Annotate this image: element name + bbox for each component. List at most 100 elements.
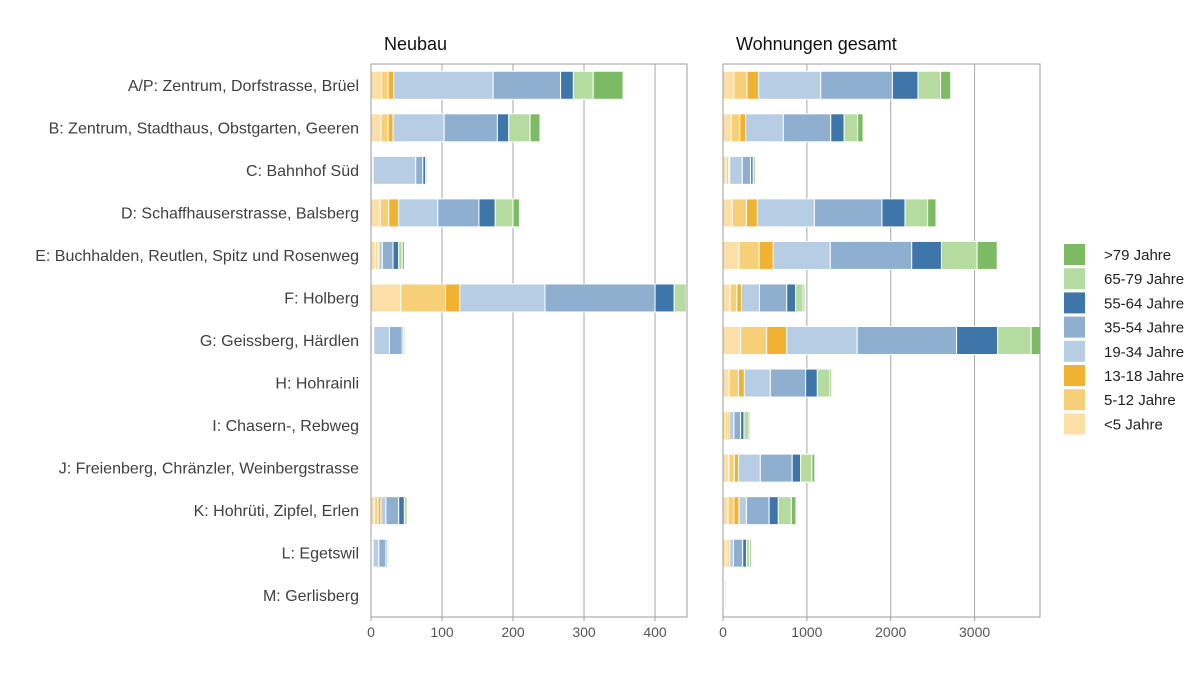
bar-segment-35-54-jahre [378, 538, 387, 568]
bar-segment-65-79-jahre [425, 155, 428, 185]
bar-segment-35-54-jahre [759, 453, 793, 483]
bar-segment-19-34-jahre [740, 283, 760, 313]
bar-segment-19-34-jahre [393, 70, 494, 100]
legend: >79 Jahre 65-79 Jahre 55-64 Jahre 35-54 Jah… [1064, 244, 1184, 435]
bar-segment-65-79-jahre [398, 240, 403, 270]
bar-segment-55-64-jahre [791, 453, 802, 483]
row-label: M: Gerlisberg [263, 588, 359, 605]
bar-segment-65-79-jahre [673, 283, 687, 313]
bar-segment-65-79-jahre [843, 113, 859, 143]
bar-segment-19-34-jahre [756, 198, 815, 228]
bar-segment-65-79-jahre [494, 198, 514, 228]
bar-segment-65-79-jahre [816, 368, 831, 398]
bar-segment-35-54-jahre [371, 411, 373, 441]
legend-swatch [1064, 292, 1085, 314]
bar-segment-13-18-jahre [745, 198, 758, 228]
bar-segment-over-79 [529, 113, 541, 143]
panel-title-wohnungen-gesamt: Wohnungen gesamt [736, 34, 897, 54]
bar-segment-19-34-jahre [758, 70, 822, 100]
bar-segment-under-5 [370, 198, 381, 228]
tick-label: 400 [643, 624, 667, 640]
bar-segment-65-79-jahre [743, 411, 750, 441]
bar-segment-65-79-jahre [777, 496, 792, 526]
legend-label: >79 Jahre [1104, 247, 1171, 264]
tick-label: 0 [367, 624, 375, 640]
bar-segment-35-54-jahre [381, 240, 394, 270]
bar-segment-55-64-jahre [786, 283, 797, 313]
bar-segment-35-54-jahre [820, 70, 893, 100]
bar-segment-55-64-jahre [740, 411, 745, 441]
row-label: K: Hohrüti, Zipfel, Erlen [194, 503, 359, 520]
legend-label: <5 Jahre [1104, 416, 1163, 433]
legend-label: 13-18 Jahre [1104, 368, 1184, 385]
bar-segment-5-12-jahre [729, 283, 738, 313]
bar-segment-19-34-jahre [745, 113, 784, 143]
bar-segment-under-5 [370, 113, 382, 143]
plot-frame [370, 63, 688, 618]
bar-segment-65-79-jahre [572, 70, 594, 100]
plot-frame [722, 63, 1041, 618]
bar-segment-35-54-jahre [544, 283, 656, 313]
bar-segment-5-12-jahre [733, 70, 748, 100]
row-label: H: Hohrainli [275, 376, 359, 393]
bar-segment-35-54-jahre [733, 411, 742, 441]
bar-segment-55-64-jahre [560, 70, 574, 100]
bar-segment-5-12-jahre [380, 113, 389, 143]
legend-swatch [1064, 365, 1085, 386]
bar-segment-under-5 [722, 453, 730, 483]
bar-segment-35-54-jahre [492, 70, 562, 100]
row-labels: A/P: Zentrum, Dorfstrasse, Brüel B: Zentr… [35, 78, 359, 605]
bar-segment-19-34-jahre [729, 155, 743, 185]
bar-segment-35-54-jahre [388, 326, 403, 355]
bar-segment-over-79 [406, 496, 409, 526]
bar-segment-over-79 [1030, 326, 1041, 355]
bar-segment-13-18-jahre [445, 283, 461, 313]
bar-segment-65-79-jahre [508, 113, 531, 143]
bar-segment-19-34-jahre [728, 411, 735, 441]
legend-swatch [1064, 413, 1085, 435]
bar-segment-13-18-jahre [758, 240, 774, 270]
bar-segment-under-5 [722, 368, 730, 398]
bar-segment-35-54-jahre [758, 283, 788, 313]
bar-segment-55-64-jahre [496, 113, 510, 143]
legend-label: 35-54 Jahre [1104, 320, 1184, 337]
bar-segment-under-5 [722, 283, 731, 313]
row-label: J: Freienberg, Chränzler, Weinbergstrass… [59, 461, 359, 478]
bar-segment-35-54-jahre [829, 240, 913, 270]
bar-segment-under-5 [722, 155, 727, 185]
bar-segment-5-12-jahre [381, 70, 389, 100]
bar-segment-55-64-jahre [830, 113, 845, 143]
bar-segment-65-79-jahre [386, 538, 390, 568]
bar-segment-35-54-jahre [415, 155, 424, 185]
bar-segment-35-54-jahre [443, 113, 498, 143]
bar-segment-5-12-jahre [379, 198, 390, 228]
panel-wohnungen-gesamt: 0 1000 2000 3000 [719, 63, 1041, 640]
tick-label: 100 [430, 624, 454, 640]
bar-segment-over-79 [755, 155, 758, 185]
row-label: E: Buchhalden, Reutlen, Spitz und Rosenw… [35, 248, 359, 265]
bar-segment-19-34-jahre [738, 496, 747, 526]
bar-segment-19-34-jahre [459, 283, 546, 313]
panel-neubau: 0 100 200 300 400 [367, 63, 688, 640]
bar-segment-5-12-jahre [374, 496, 379, 526]
bar-segment-13-18-jahre [739, 113, 747, 143]
bar-segment-19-34-jahre [373, 326, 390, 355]
bar-segment-35-54-jahre [782, 113, 832, 143]
bar-segment-5-12-jahre [728, 453, 735, 483]
bar-segment-5-12-jahre [731, 198, 747, 228]
bar-segment-13-18-jahre [766, 326, 788, 355]
bar-segment-65-79-jahre [800, 453, 813, 483]
bar-segment-13-18-jahre [388, 198, 400, 228]
bar-segment-19-34-jahre [729, 538, 734, 568]
bar-segment-65-79-jahre [997, 326, 1032, 355]
bar-segment-13-18-jahre [736, 283, 742, 313]
bar-segment-under-5 [722, 113, 732, 143]
row-label: I: Chasern-, Rebweg [212, 418, 359, 435]
legend-label: 55-64 Jahre [1104, 295, 1184, 312]
bar-segment-65-79-jahre [795, 283, 804, 313]
bar-segment-55-64-jahre [392, 240, 400, 270]
bar-segment-19-34-jahre [743, 368, 771, 398]
bar-segment-over-79 [748, 538, 752, 568]
bar-segment-35-54-jahre [385, 496, 400, 526]
